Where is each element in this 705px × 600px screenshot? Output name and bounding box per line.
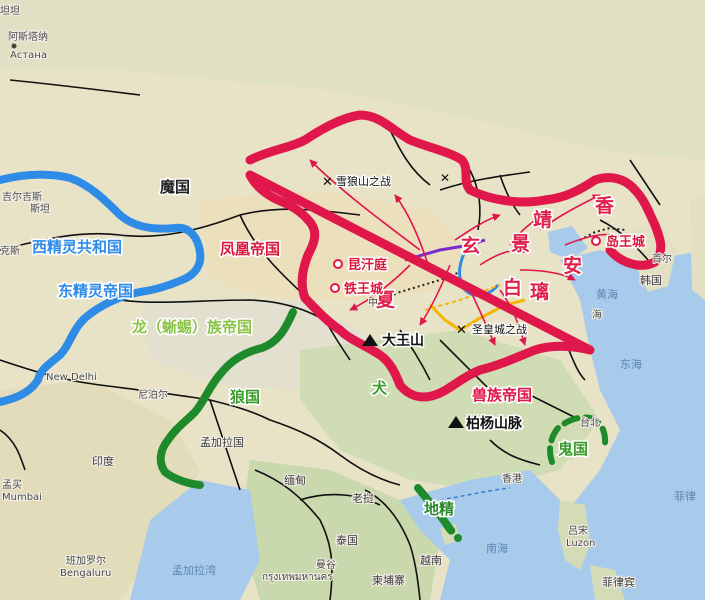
label-bay-of-bengal: 孟加拉湾 <box>172 563 216 577</box>
black-dotted-route-2 <box>579 226 626 241</box>
label-dog: 犬 <box>372 379 388 397</box>
label-hongkong: 香港 <box>502 473 522 485</box>
label-beast-empire: 兽族帝国 <box>472 386 532 404</box>
label-demon-kingdom: 魔国 <box>160 178 190 196</box>
label-south-china-sea: 南海 <box>486 541 508 555</box>
astana-dot <box>11 43 17 49</box>
label-mumbai: Mumbai <box>2 492 42 503</box>
label-region-xia: 夏 <box>376 289 396 311</box>
label-kunhanting: 昆汗庭 <box>348 257 388 273</box>
label-region-an: 安 <box>563 254 582 277</box>
label-philippines: 菲律宾 <box>602 575 635 589</box>
label-hai: 海 <box>592 308 602 321</box>
label-yellow-sea: 黄海 <box>596 287 618 301</box>
steppe-area <box>0 0 705 160</box>
label-bangkok-th: กรุงเทพมหานคร <box>262 572 333 583</box>
label-laos: 老挝 <box>352 491 374 505</box>
label-newdelhi: New Delhi <box>46 372 97 383</box>
label-ghost-kingdom: 鬼国 <box>558 440 588 458</box>
label-mongolia-cn: 克斯 <box>0 244 20 257</box>
label-region-jing: 景 <box>511 233 530 255</box>
label-luzon: Luzon <box>566 538 595 549</box>
label-east-elf-empire: 东精灵帝国 <box>58 282 133 300</box>
label-dragon-empire: 龙（蜥蜴）族帝国 <box>131 318 252 336</box>
baiyangshanmai-mountain-icon <box>448 416 464 428</box>
label-mumbai-cn: 孟买 <box>2 479 22 491</box>
label-region-jing2: 靖 <box>533 208 552 231</box>
label-region-bai: 白 <box>503 276 522 299</box>
label-region-li: 璃 <box>530 280 549 303</box>
label-cambodia: 柬埔寨 <box>372 573 405 587</box>
sea-south <box>400 470 560 600</box>
taiwan-land <box>564 418 584 460</box>
label-nepal: 尼泊尔 <box>138 388 168 401</box>
label-region-xiang: 香 <box>594 195 615 217</box>
battle-minor-icon: ✕ <box>440 171 450 185</box>
label-tiewangcheng: 铁王城 <box>343 281 383 297</box>
label-daowangcheng: 岛王城 <box>606 234 645 250</box>
dawangshan-mountain-icon <box>362 334 378 346</box>
label-bangladesh: 孟加拉国 <box>200 435 244 449</box>
south-green <box>300 330 600 490</box>
elf-border <box>0 170 205 406</box>
label-india: 印度 <box>92 454 114 468</box>
label-bengaluru-cn: 班加罗尔 <box>66 554 106 567</box>
label-kazakh: 坦坦 <box>0 4 20 17</box>
label-luzon-cn: 吕宋 <box>568 524 588 537</box>
label-phoenix-empire: 凤凰帝国 <box>220 240 280 258</box>
label-east-china-sea: 东海 <box>620 357 642 371</box>
label-taibei: 台北 <box>580 416 600 429</box>
dragon-border <box>156 308 297 489</box>
purple-route <box>404 238 486 262</box>
tiewangcheng-marker <box>330 283 340 293</box>
label-battle-shenghuangcheng: 圣皇城之战 <box>472 322 527 336</box>
label-vietnam: 越南 <box>420 553 442 567</box>
yellow-route-2 <box>424 284 501 311</box>
red-arrows <box>309 159 631 346</box>
label-bengaluru: Bengaluru <box>60 568 111 579</box>
label-zhong: 中 <box>368 296 378 309</box>
luzon-land <box>558 500 590 570</box>
label-baiyangshanmai: 柏杨山脉 <box>466 415 523 432</box>
philippines-land <box>590 565 625 600</box>
label-thailand: 泰国 <box>336 533 358 547</box>
kunhanting-marker <box>333 259 343 269</box>
label-battle-xuelangshan: 雪狼山之战 <box>336 174 391 188</box>
label-bangkok: 曼谷 <box>316 559 336 571</box>
sea-bengal <box>130 480 260 600</box>
label-myanmar: 缅甸 <box>284 473 306 487</box>
phoenix-empire-border <box>245 110 666 402</box>
label-astana: Астана <box>10 50 47 61</box>
ground-spirit-border <box>414 484 462 542</box>
sea-dashed-border <box>439 487 511 501</box>
label-west-elf-republic: 西精灵共和国 <box>32 238 122 256</box>
label-fei: 菲律 <box>674 490 696 503</box>
label-dawangshan: 大王山 <box>382 332 424 349</box>
label-region-xuan: 玄 <box>461 234 480 257</box>
label-wolf-kingdom: 狼国 <box>230 388 260 406</box>
label-korea: 韩国 <box>640 273 662 287</box>
label-kyrgyz2: 斯坦 <box>30 202 50 215</box>
daowangcheng-marker <box>591 236 601 246</box>
label-seoul: 首尔 <box>652 252 672 265</box>
battle-shenghuangcheng-icon: ✕ <box>456 323 467 338</box>
battle-xuelangshan-icon: ✕ <box>322 175 333 190</box>
indochina-green <box>240 460 440 600</box>
japan-land <box>690 195 705 300</box>
label-kyrgyz1: 吉尔吉斯 <box>2 190 42 203</box>
label-astana-cn: 阿斯塔纳 <box>8 30 48 43</box>
label-ground-spirit: 地精 <box>424 500 454 518</box>
ghost-border <box>547 414 609 465</box>
